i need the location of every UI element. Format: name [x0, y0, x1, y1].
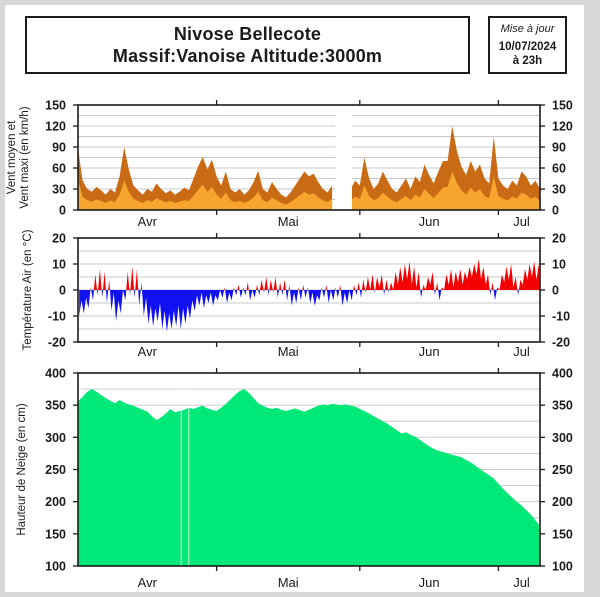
y-axis-label: Hauteur de Neige (en cm) [16, 403, 28, 535]
y-tick-label-left: 250 [45, 463, 66, 477]
y-tick-label-right: 10 [552, 258, 566, 272]
missing-data-stripe [187, 374, 190, 565]
y-tick-label-left: 30 [52, 183, 66, 197]
page-subtitle: Massif:Vanoise Altitude:3000m [112, 46, 383, 66]
series-hauteur_neige [78, 389, 540, 566]
x-month-label: Mai [278, 214, 299, 229]
y-tick-label-left: 10 [52, 258, 66, 272]
x-month-label: Jul [513, 214, 530, 229]
x-month-label: Avr [138, 344, 158, 359]
y-tick-label-left: 150 [45, 527, 66, 541]
y-tick-label-right: 100 [552, 560, 573, 574]
y-tick-label-left: 0 [59, 204, 66, 218]
update-box: Mise à jour 10/07/2024 à 23h [488, 16, 567, 74]
y-tick-label-right: 90 [552, 141, 566, 155]
x-month-label: Jun [419, 575, 440, 590]
series-temp-negative [79, 290, 540, 332]
y-tick-label-left: 350 [45, 399, 66, 413]
y-tick-label-left: 300 [45, 431, 66, 445]
missing-data-gap [335, 106, 352, 209]
y-tick-label-right: 400 [552, 367, 573, 381]
y-tick-label-left: 20 [52, 232, 66, 246]
y-tick-label-left: -20 [48, 336, 66, 350]
x-month-label: Mai [278, 344, 299, 359]
missing-data-stripe [180, 374, 183, 565]
y-tick-label-right: 0 [552, 284, 559, 298]
y-tick-label-right: 250 [552, 463, 573, 477]
x-month-label: Jun [419, 344, 440, 359]
y-tick-label-left: 400 [45, 367, 66, 381]
y-tick-label-left: 0 [59, 284, 66, 298]
y-tick-label-left: 150 [45, 99, 66, 113]
y-tick-label-right: 20 [552, 232, 566, 246]
y-tick-label-left: 90 [52, 141, 66, 155]
y-axis-label: Vent maxi (en km/h) [19, 106, 31, 208]
y-tick-label-left: 200 [45, 495, 66, 509]
y-tick-label-right: -10 [552, 310, 570, 324]
y-axis-label: Température Air (en °C) [22, 229, 34, 350]
update-date: 10/07/2024 [498, 41, 557, 53]
y-tick-label-left: 100 [45, 560, 66, 574]
y-tick-label-right: 350 [552, 399, 573, 413]
y-tick-label-right: 300 [552, 431, 573, 445]
x-month-label: Jul [513, 344, 530, 359]
x-month-label: Avr [138, 214, 158, 229]
y-tick-label-left: 60 [52, 162, 66, 176]
y-tick-label-right: 200 [552, 495, 573, 509]
y-tick-label-right: 0 [552, 204, 559, 218]
update-time: à 23h [512, 55, 543, 67]
y-tick-label-right: 150 [552, 527, 573, 541]
x-month-label: Mai [278, 575, 299, 590]
y-tick-label-right: 150 [552, 99, 573, 113]
page-title: Nivose Bellecote [173, 24, 322, 44]
y-tick-label-right: 120 [552, 120, 573, 134]
x-month-label: Jul [513, 575, 530, 590]
y-tick-label-right: -20 [552, 336, 570, 350]
y-tick-label-right: 60 [552, 162, 566, 176]
x-month-label: Avr [138, 575, 158, 590]
title-box: Nivose Bellecote Massif:Vanoise Altitude… [25, 16, 470, 74]
y-tick-label-left: 120 [45, 120, 66, 134]
plot-frame [77, 104, 541, 211]
x-month-label: Jun [419, 214, 440, 229]
y-axis-label: Vent moyen et [6, 120, 18, 194]
y-tick-label-left: -10 [48, 310, 66, 324]
y-tick-label-right: 30 [552, 183, 566, 197]
update-label: Mise à jour [500, 23, 555, 35]
series-vent_moyen [78, 171, 540, 210]
